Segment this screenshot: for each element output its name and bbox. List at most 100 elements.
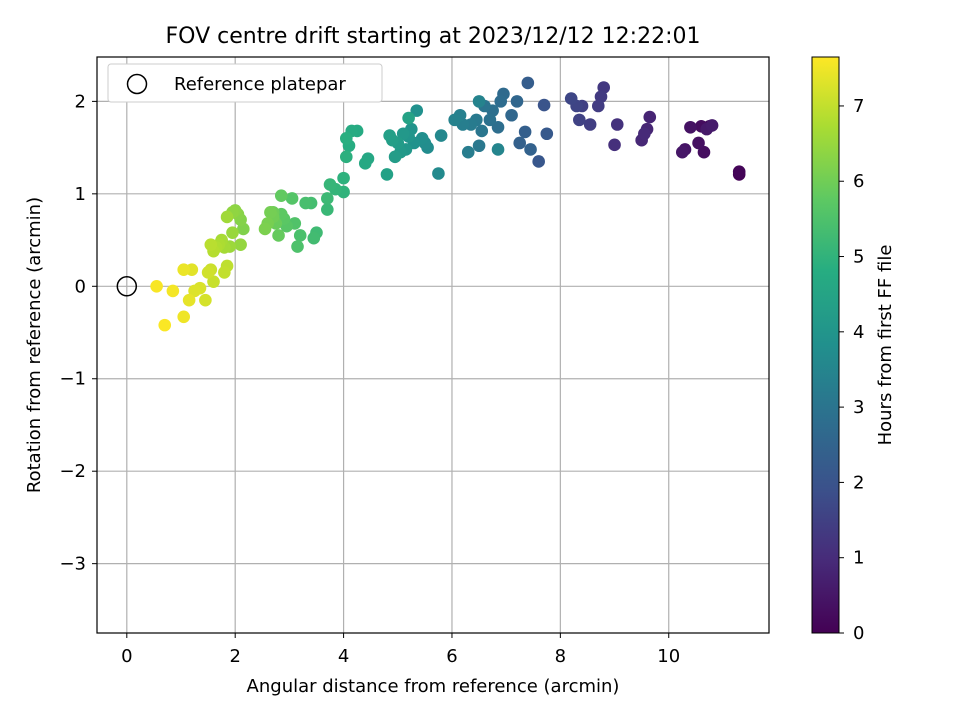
scatter-point: [684, 120, 697, 134]
scatter-point: [234, 238, 247, 251]
y-tick-label: 0: [75, 276, 86, 297]
y-tick-label: −2: [59, 461, 86, 482]
scatter-point: [258, 222, 272, 236]
legend: Reference platepar: [107, 63, 383, 103]
scatter-point: [402, 111, 415, 125]
scatter-point: [299, 196, 312, 210]
scatter-point: [513, 136, 527, 150]
scatter-point: [521, 76, 535, 90]
legend-reference-marker: [126, 73, 148, 95]
scatter-point: [383, 129, 396, 142]
scatter-point: [573, 113, 586, 127]
scatter-point: [321, 203, 334, 216]
scatter-point: [461, 145, 475, 159]
scatter-point: [692, 136, 705, 150]
scatter-point: [220, 210, 234, 224]
scatter-point: [201, 266, 215, 279]
x-tick-label: 6: [446, 646, 457, 667]
scatter-point: [166, 284, 180, 298]
scatter-point: [697, 145, 711, 159]
scatter-point: [321, 192, 334, 205]
colorbar-tick-label: 5: [853, 247, 864, 268]
legend-box: [107, 63, 383, 103]
scatter-point: [150, 279, 163, 293]
legend-entry-reference: Reference platepar: [174, 74, 346, 95]
scatter-point: [182, 293, 196, 307]
scatter-point: [491, 143, 505, 156]
x-tick-label: 8: [555, 646, 566, 667]
scatter-point: [380, 168, 394, 181]
scatter-point: [510, 95, 524, 108]
scatter-point: [274, 189, 288, 202]
scatter-point: [272, 229, 285, 242]
scatter-point: [199, 293, 212, 307]
scatter-point: [732, 165, 746, 178]
colorbar-tick-label: 0: [853, 623, 864, 644]
scatter-point: [675, 145, 689, 159]
scatter-point: [540, 127, 554, 141]
scatter-point: [434, 129, 448, 142]
colorbar-tick-label: 2: [853, 472, 864, 493]
y-axis-label: Rotation from reference (arcmin): [24, 197, 45, 493]
scatter-point: [505, 108, 518, 122]
scatter-point: [583, 118, 597, 131]
scatter-point: [337, 171, 350, 185]
scatter-point: [410, 104, 424, 117]
scatter-point: [591, 99, 605, 113]
colorbar-tick-label: 4: [853, 322, 864, 343]
scatter-point: [358, 157, 372, 170]
scatter-point: [610, 118, 624, 131]
scatter-point: [158, 318, 172, 332]
scatter-point: [226, 226, 239, 239]
scatter-point: [532, 155, 545, 168]
scatter-point: [204, 238, 218, 251]
scatter-point: [483, 113, 497, 127]
scatter-point: [207, 275, 220, 288]
colorbar: 0 1 2 3 4 5 6 7: [811, 56, 864, 644]
scatter-point: [264, 206, 277, 219]
scatter-point: [494, 95, 508, 108]
scatter-point: [472, 95, 486, 108]
colorbar-tick-label: 3: [853, 397, 864, 418]
scatter-point: [323, 178, 337, 191]
scatter-point: [524, 143, 537, 156]
y-tick-label: 2: [75, 91, 86, 112]
x-tick-label: 10: [657, 646, 680, 667]
scatter-point: [339, 150, 353, 164]
x-tick-label: 0: [121, 646, 132, 667]
scatter-point: [218, 266, 231, 279]
scatter-point: [339, 132, 353, 145]
scatter-point: [177, 263, 191, 276]
scatter-point: [638, 127, 651, 141]
scatter-point: [475, 124, 489, 138]
reference-platepar-marker: [116, 276, 138, 297]
scatter-point: [293, 229, 307, 242]
colorbar-tick-label: 1: [853, 548, 864, 569]
scatter-point: [285, 192, 299, 205]
x-tick-label: 4: [338, 646, 349, 667]
colorbar-label: Hours from first FF file: [875, 245, 896, 446]
colorbar-tick-label: 6: [853, 171, 864, 192]
scatter-point: [396, 127, 410, 141]
scatter-point: [432, 167, 445, 180]
scatter-point: [643, 110, 657, 124]
y-tick-label: 1: [75, 184, 86, 205]
scatter-point: [564, 92, 578, 105]
scatter-point: [518, 125, 532, 139]
scatter-point: [472, 139, 486, 153]
scatter-point: [537, 98, 551, 112]
chart-title: FOV centre drift starting at 2023/12/12 …: [166, 24, 701, 49]
y-tick-label: −3: [59, 554, 86, 575]
plot-frame: [96, 56, 770, 634]
x-axis-label: Angular distance from reference (arcmin): [247, 676, 620, 697]
scatter-point: [307, 231, 321, 245]
colorbar-tick-label: 7: [853, 96, 864, 117]
x-tick-label: 2: [229, 646, 240, 667]
scatter-point: [291, 240, 304, 253]
y-tick-label: −1: [59, 369, 86, 390]
scatter-point: [388, 150, 402, 164]
scatter-point: [448, 113, 461, 127]
colorbar-gradient: [811, 56, 840, 634]
